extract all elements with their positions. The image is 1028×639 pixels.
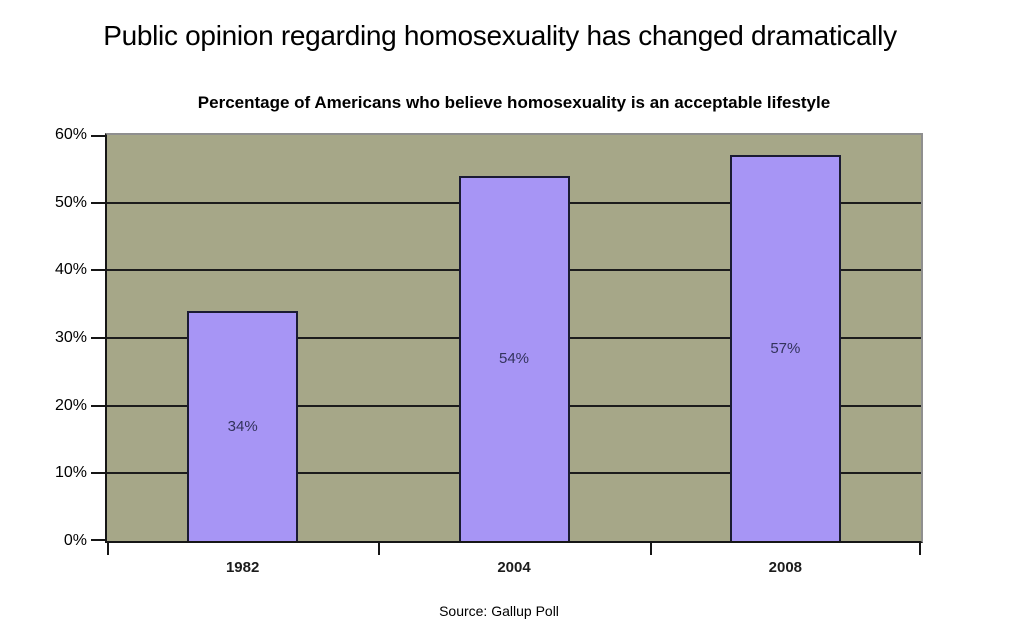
y-axis-tick [91,404,105,407]
x-axis-tick [107,543,109,555]
bar-value-label: 54% [498,350,530,368]
y-axis-label: 60% [54,126,87,143]
y-axis-label: 10% [54,464,87,482]
y-axis-label: 0% [63,532,87,549]
y-axis-label: 40% [54,261,87,279]
x-axis-tick [378,543,381,555]
bar-value-label: 34% [227,417,258,435]
y-axis-tick [91,201,105,204]
x-axis-tick [919,543,921,555]
y-axis-label: 50% [54,193,87,211]
y-axis-label: 20% [54,396,87,414]
plot-area: 0% 10% 20% 30% 40% 50% 60% 34% 1982 54% 2004 57% 200… [55,126,923,576]
bar-1982: 34% [187,310,299,541]
x-axis-label: 1982 [225,559,260,576]
bar-2008: 57% [729,155,841,541]
y-axis-tick [91,269,105,272]
y-axis-tick [91,135,105,137]
x-axis-tick [649,543,652,555]
y-axis-tick [91,472,105,475]
bar-value-label: 57% [770,340,801,358]
y-axis-label: 30% [54,329,87,346]
x-axis-label: 2008 [768,559,803,576]
page-title: Public opinion regarding homosexuality h… [103,20,897,51]
x-axis-label: 2004 [497,559,531,576]
y-axis-tick [91,337,105,339]
chart-title: Percentage of Americans who believe homo… [197,93,831,112]
bar-2004: 54% [458,175,570,541]
y-axis-tick [91,539,105,541]
source-caption: Source: Gallup Poll [439,603,559,619]
